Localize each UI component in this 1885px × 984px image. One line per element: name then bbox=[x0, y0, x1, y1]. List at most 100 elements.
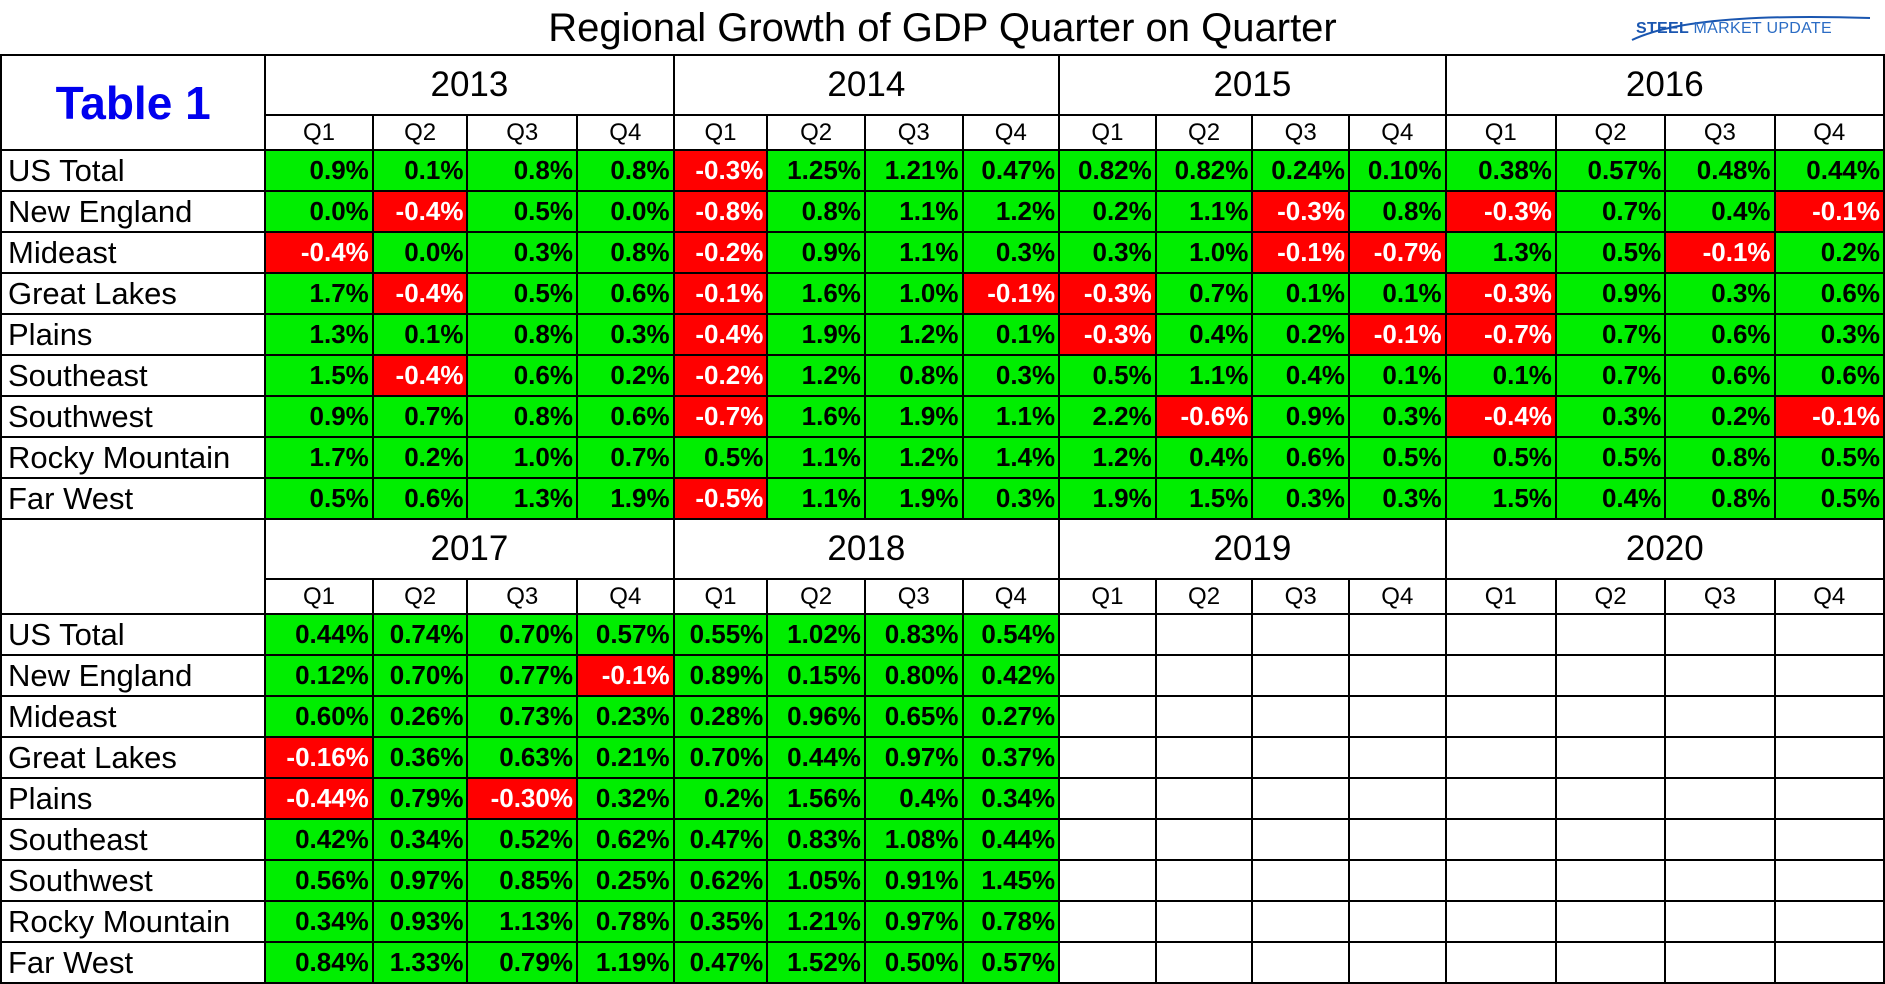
growth-cell: 0.97% bbox=[863, 736, 964, 779]
growth-cell: 1.1% bbox=[766, 477, 866, 520]
empty-cell bbox=[1554, 777, 1667, 820]
empty-cell bbox=[1444, 818, 1557, 861]
growth-cell: 1.9% bbox=[863, 395, 964, 438]
empty-cell bbox=[1154, 695, 1254, 738]
empty-cell bbox=[1251, 777, 1350, 820]
empty-cell bbox=[1444, 859, 1557, 902]
growth-cell: 0.44% bbox=[1773, 149, 1885, 192]
growth-cell: 0.15% bbox=[766, 654, 866, 697]
year-header-row: 2017 2018 2019 2020 bbox=[0, 518, 1885, 615]
growth-cell: 0.6% bbox=[575, 395, 675, 438]
empty-cell bbox=[1554, 695, 1667, 738]
growth-cell: 1.3% bbox=[1444, 231, 1557, 274]
quarter-header: Q1 bbox=[264, 114, 374, 151]
growth-cell: 1.9% bbox=[1058, 477, 1157, 520]
year-header: 2015 bbox=[1058, 54, 1447, 116]
growth-cell: -0.44% bbox=[264, 777, 374, 820]
growth-cell: 0.1% bbox=[371, 149, 469, 192]
empty-cell bbox=[1348, 859, 1447, 902]
growth-cell: 0.93% bbox=[371, 900, 469, 943]
quarter-header: Q2 bbox=[766, 114, 866, 151]
growth-cell: 0.96% bbox=[766, 695, 866, 738]
empty-cell bbox=[1773, 736, 1885, 779]
growth-cell: 0.3% bbox=[466, 231, 578, 274]
growth-cell: 0.60% bbox=[264, 695, 374, 738]
growth-cell: 0.4% bbox=[1554, 477, 1667, 520]
growth-cell: 0.8% bbox=[863, 354, 964, 397]
empty-cell bbox=[1773, 818, 1885, 861]
growth-cell: 0.44% bbox=[766, 736, 866, 779]
growth-cell: 0.6% bbox=[371, 477, 469, 520]
quarter-header: Q1 bbox=[672, 578, 769, 615]
growth-cell: 0.23% bbox=[575, 695, 675, 738]
growth-cell: 1.6% bbox=[766, 395, 866, 438]
growth-cell: 0.35% bbox=[672, 900, 769, 943]
growth-cell: 1.9% bbox=[575, 477, 675, 520]
growth-cell: 0.70% bbox=[672, 736, 769, 779]
empty-cell bbox=[1348, 900, 1447, 943]
growth-cell: 0.52% bbox=[466, 818, 578, 861]
quarter-header: Q3 bbox=[466, 114, 578, 151]
growth-cell: 0.9% bbox=[264, 149, 374, 192]
empty-cell bbox=[1251, 736, 1350, 779]
growth-cell: 0.7% bbox=[1554, 354, 1667, 397]
empty-cell bbox=[1154, 941, 1254, 984]
growth-cell: 0.5% bbox=[1773, 436, 1885, 479]
growth-cell: 0.83% bbox=[863, 613, 964, 656]
quarter-header: Q4 bbox=[1773, 578, 1885, 615]
growth-cell: 0.1% bbox=[1348, 354, 1447, 397]
growth-cell: 0.62% bbox=[672, 859, 769, 902]
growth-cell: -0.3% bbox=[1444, 190, 1557, 233]
growth-cell: 0.3% bbox=[1554, 395, 1667, 438]
quarter-header: Q1 bbox=[264, 578, 374, 615]
empty-cell bbox=[1251, 613, 1350, 656]
region-label: Far West bbox=[0, 477, 267, 520]
growth-cell: 0.70% bbox=[371, 654, 469, 697]
growth-cell: 0.4% bbox=[1251, 354, 1350, 397]
growth-cell: 0.57% bbox=[575, 613, 675, 656]
empty-cell bbox=[1444, 654, 1557, 697]
quarter-header-row: Q1 Q2 Q3 Q4 Q1 Q2 Q3 Q4 Q1 Q2 Q3 Q4 Q1 Q2 Q3 Q4 bbox=[1, 114, 1885, 151]
growth-cell: 1.5% bbox=[1444, 477, 1557, 520]
growth-cell: 0.1% bbox=[371, 313, 469, 356]
empty-cell bbox=[1554, 900, 1667, 943]
empty-cell bbox=[1348, 654, 1447, 697]
growth-cell: 0.56% bbox=[264, 859, 374, 902]
growth-cell: 0.2% bbox=[371, 436, 469, 479]
growth-cell: 0.6% bbox=[1773, 272, 1885, 315]
empty-cell bbox=[1444, 941, 1557, 984]
growth-cell: 0.9% bbox=[1251, 395, 1350, 438]
growth-cell: 0.8% bbox=[575, 231, 675, 274]
empty-cell bbox=[1444, 777, 1557, 820]
growth-cell: 0.27% bbox=[961, 695, 1061, 738]
region-row: Rocky Mountain 0.34% 0.93% 1.13% 0.78% 0.35% 1… bbox=[0, 900, 1885, 943]
growth-cell: 0.57% bbox=[1554, 149, 1667, 192]
growth-cell: 0.7% bbox=[575, 436, 675, 479]
region-label: Mideast bbox=[0, 695, 267, 738]
empty-cell bbox=[1664, 695, 1776, 738]
empty-cell bbox=[1664, 736, 1776, 779]
growth-cell: 0.4% bbox=[1154, 313, 1254, 356]
year-header: 2020 bbox=[1444, 518, 1885, 580]
growth-cell: 0.12% bbox=[264, 654, 374, 697]
empty-cell bbox=[1058, 859, 1157, 902]
empty-cell bbox=[1348, 777, 1447, 820]
year-header: 2013 bbox=[264, 54, 675, 116]
region-label: Rocky Mountain bbox=[0, 436, 267, 479]
empty-cell bbox=[1554, 654, 1667, 697]
gdp-table: Table 1 2013 2014 2015 2016 Q1 Q2 Q3 Q4 Q1 Q2 Q3 Q4 Q… bbox=[0, 54, 1885, 984]
growth-cell: 1.7% bbox=[264, 272, 374, 315]
logo-swoosh-icon bbox=[1631, 15, 1871, 41]
growth-cell: 1.13% bbox=[466, 900, 578, 943]
growth-cell: 0.79% bbox=[371, 777, 469, 820]
growth-cell: -0.4% bbox=[1444, 395, 1557, 438]
growth-cell: 1.25% bbox=[766, 149, 866, 192]
growth-cell: 0.3% bbox=[1348, 395, 1447, 438]
growth-cell: 0.5% bbox=[1554, 231, 1667, 274]
empty-cell bbox=[1444, 900, 1557, 943]
empty-cell bbox=[1554, 613, 1667, 656]
year-header: 2019 bbox=[1058, 518, 1447, 580]
empty-cell bbox=[1348, 818, 1447, 861]
growth-cell: 1.3% bbox=[264, 313, 374, 356]
